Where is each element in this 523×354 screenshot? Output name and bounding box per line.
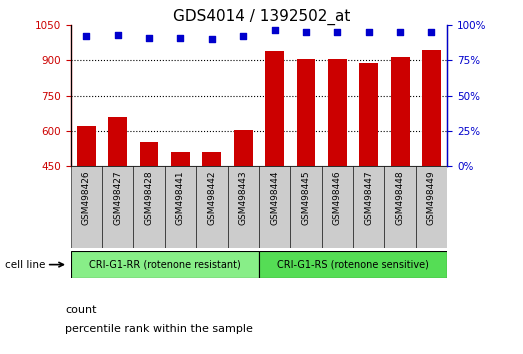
Text: GSM498442: GSM498442 <box>207 170 217 225</box>
Bar <box>71 251 259 278</box>
Bar <box>108 117 127 273</box>
Text: CRI-G1-RS (rotenone sensitive): CRI-G1-RS (rotenone sensitive) <box>277 259 429 270</box>
Text: GSM498447: GSM498447 <box>364 170 373 225</box>
Bar <box>297 59 315 273</box>
Bar <box>322 166 353 248</box>
Text: GSM498426: GSM498426 <box>82 170 91 225</box>
Bar <box>71 166 102 248</box>
Bar <box>165 166 196 248</box>
Text: GDS4014 / 1392502_at: GDS4014 / 1392502_at <box>173 9 350 25</box>
Bar <box>228 166 259 248</box>
Point <box>270 28 279 33</box>
Point <box>365 29 373 35</box>
Bar <box>202 152 221 273</box>
Point <box>176 35 185 40</box>
Text: GSM498441: GSM498441 <box>176 170 185 225</box>
Point <box>239 33 247 39</box>
Text: GSM498427: GSM498427 <box>113 170 122 225</box>
Bar <box>290 166 322 248</box>
Text: percentile rank within the sample: percentile rank within the sample <box>65 324 253 334</box>
Bar <box>102 166 133 248</box>
Text: cell line: cell line <box>5 259 46 270</box>
Point <box>302 29 310 35</box>
Text: GSM498443: GSM498443 <box>238 170 248 225</box>
Bar <box>391 57 410 273</box>
Text: count: count <box>65 305 97 315</box>
Bar <box>328 59 347 273</box>
Text: GSM498448: GSM498448 <box>395 170 405 225</box>
Bar <box>265 51 284 273</box>
Bar <box>133 166 165 248</box>
Bar <box>416 166 447 248</box>
Text: GSM498445: GSM498445 <box>301 170 311 225</box>
Bar <box>234 130 253 273</box>
Text: GSM498449: GSM498449 <box>427 170 436 225</box>
Point <box>208 36 216 42</box>
Point <box>427 29 436 35</box>
Text: GSM498444: GSM498444 <box>270 170 279 225</box>
Text: GSM498428: GSM498428 <box>144 170 154 225</box>
Bar <box>171 152 190 273</box>
Text: CRI-G1-RR (rotenone resistant): CRI-G1-RR (rotenone resistant) <box>89 259 241 270</box>
Bar <box>353 166 384 248</box>
Bar <box>359 63 378 273</box>
Bar <box>422 50 441 273</box>
Point <box>145 35 153 40</box>
Bar <box>196 166 228 248</box>
Bar <box>140 142 158 273</box>
Text: GSM498446: GSM498446 <box>333 170 342 225</box>
Point <box>333 29 342 35</box>
Bar <box>384 166 416 248</box>
Bar <box>77 126 96 273</box>
Point <box>113 32 122 38</box>
Point <box>396 29 404 35</box>
Bar <box>259 251 447 278</box>
Point <box>82 33 90 39</box>
Bar <box>259 166 290 248</box>
